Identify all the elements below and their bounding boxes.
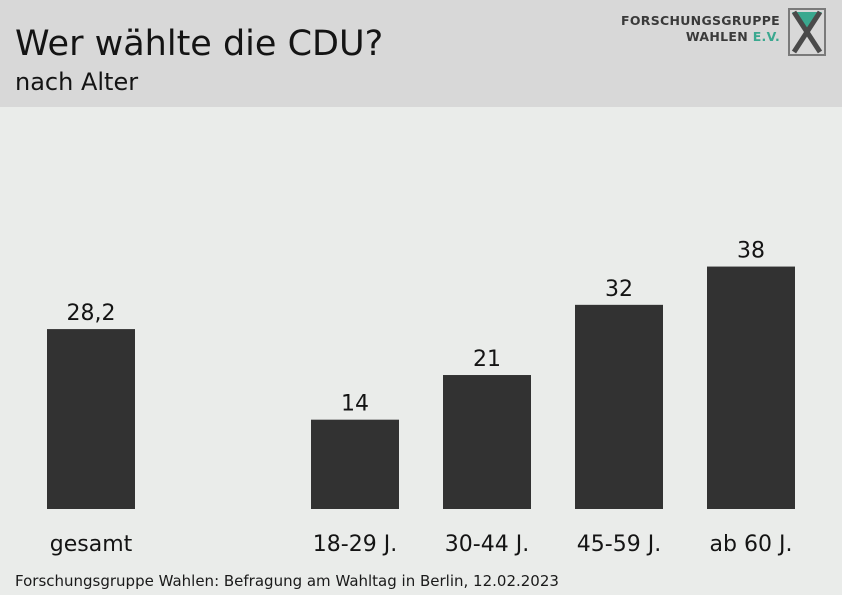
value-label-gesamt: 28,2 — [67, 301, 116, 326]
logo-text-line1: FORSCHUNGSGRUPPE — [621, 13, 780, 28]
bar-18-29-j — [311, 419, 399, 509]
logo-text-wahlen: WAHLEN — [685, 29, 753, 44]
bar-30-44-j — [443, 375, 531, 509]
logo-text-line2: WAHLEN E.V. — [686, 29, 780, 44]
forschungsgruppe-wahlen-logo: FORSCHUNGSGRUPPE WAHLEN E.V. — [621, 8, 834, 58]
chart-subtitle: nach Alter — [15, 68, 139, 96]
value-label-18-29-j: 14 — [341, 392, 369, 417]
value-label-45-59-j: 32 — [605, 277, 633, 302]
category-label-18-29-j: 18-29 J. — [313, 532, 397, 557]
header-band: Wer wählte die CDU? nach Alter FORSCHUNG… — [0, 0, 842, 107]
value-label-30-44-j: 21 — [473, 347, 501, 372]
bar-45-59-j — [575, 304, 663, 509]
value-label-ab-60-j: 38 — [737, 239, 765, 264]
bar-gesamt — [47, 329, 135, 509]
category-label-45-59-j: 45-59 J. — [577, 532, 661, 557]
bar-ab-60-j — [707, 266, 795, 509]
chart-title: Wer wählte die CDU? — [15, 24, 384, 64]
category-label-ab-60-j: ab 60 J. — [710, 532, 793, 557]
bar-chart: 28,2 gesamt 14 18-29 J. 21 30-44 J. 32 45-59 J.… — [47, 239, 795, 557]
logo-x-icon — [788, 8, 826, 56]
category-label-30-44-j: 30-44 J. — [445, 532, 529, 557]
logo-text-ev: E.V. — [752, 29, 780, 44]
category-label-gesamt: gesamt — [50, 532, 133, 557]
source-footnote: Forschungsgruppe Wahlen: Befragung am Wa… — [15, 572, 559, 590]
bars-group: 28,2 gesamt 14 18-29 J. 21 30-44 J. 32 45-59 J.… — [47, 239, 795, 557]
